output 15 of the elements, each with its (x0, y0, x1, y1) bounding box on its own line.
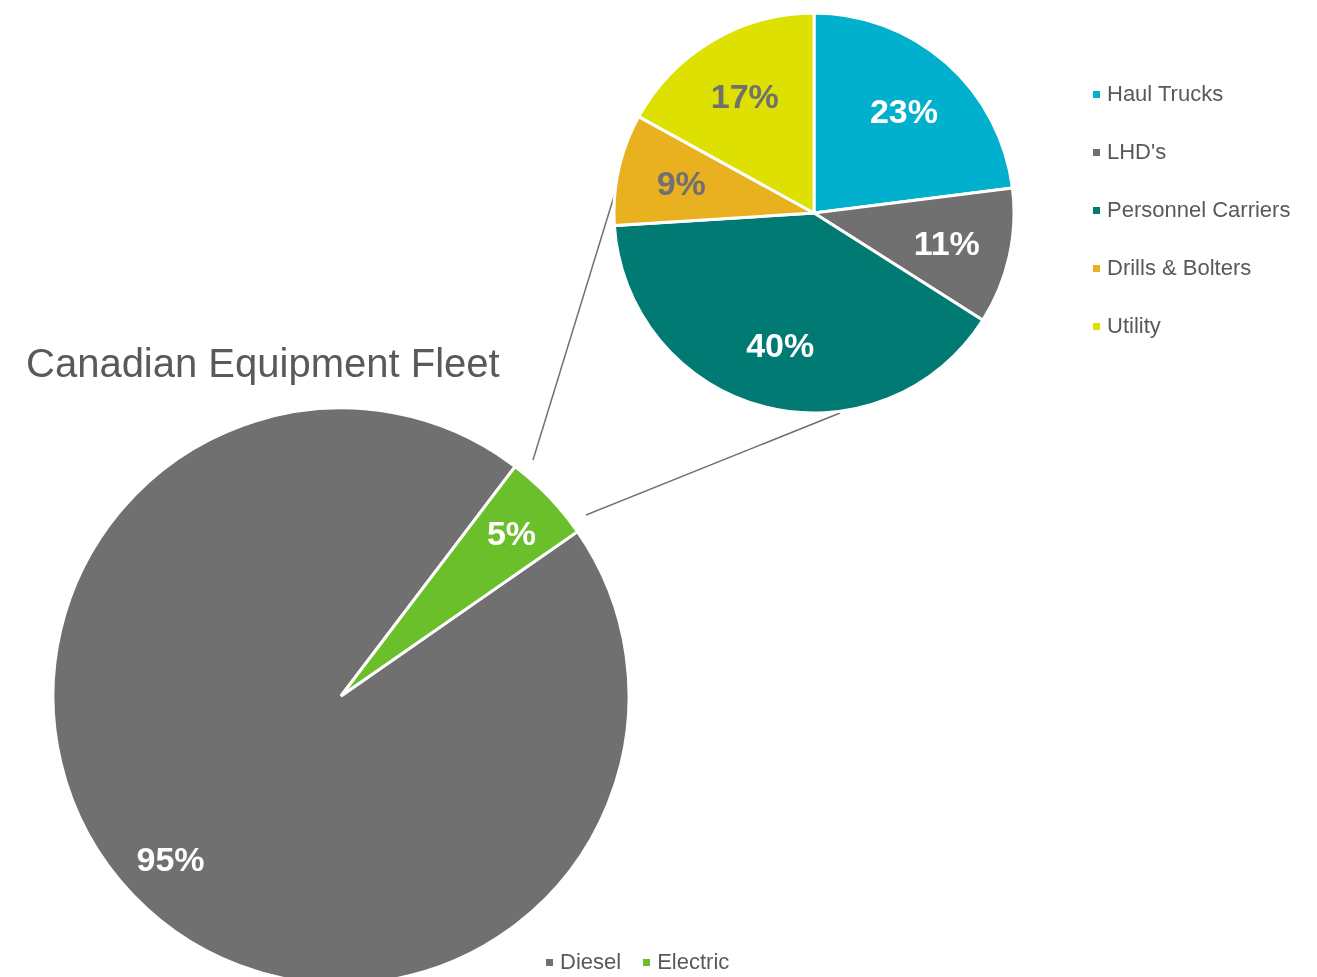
legend-label: Haul Trucks (1107, 81, 1224, 107)
legend-label: Utility (1107, 313, 1161, 339)
data-label: 9% (656, 164, 706, 203)
legend-label: LHD's (1107, 139, 1167, 165)
data-label: 23% (869, 91, 938, 130)
data-label: 11% (913, 223, 980, 262)
legend-label: Electric (657, 949, 730, 975)
data-label: 5% (486, 513, 537, 552)
chart-title: Canadian Equipment Fleet (26, 341, 500, 386)
legend-label: Personnel Carriers (1107, 197, 1291, 223)
data-label: 40% (746, 325, 815, 364)
data-label: 17% (710, 76, 779, 115)
data-label: 95% (136, 840, 205, 879)
legend-label: Drills & Bolters (1107, 255, 1252, 281)
legend-label: Diesel (560, 949, 622, 975)
